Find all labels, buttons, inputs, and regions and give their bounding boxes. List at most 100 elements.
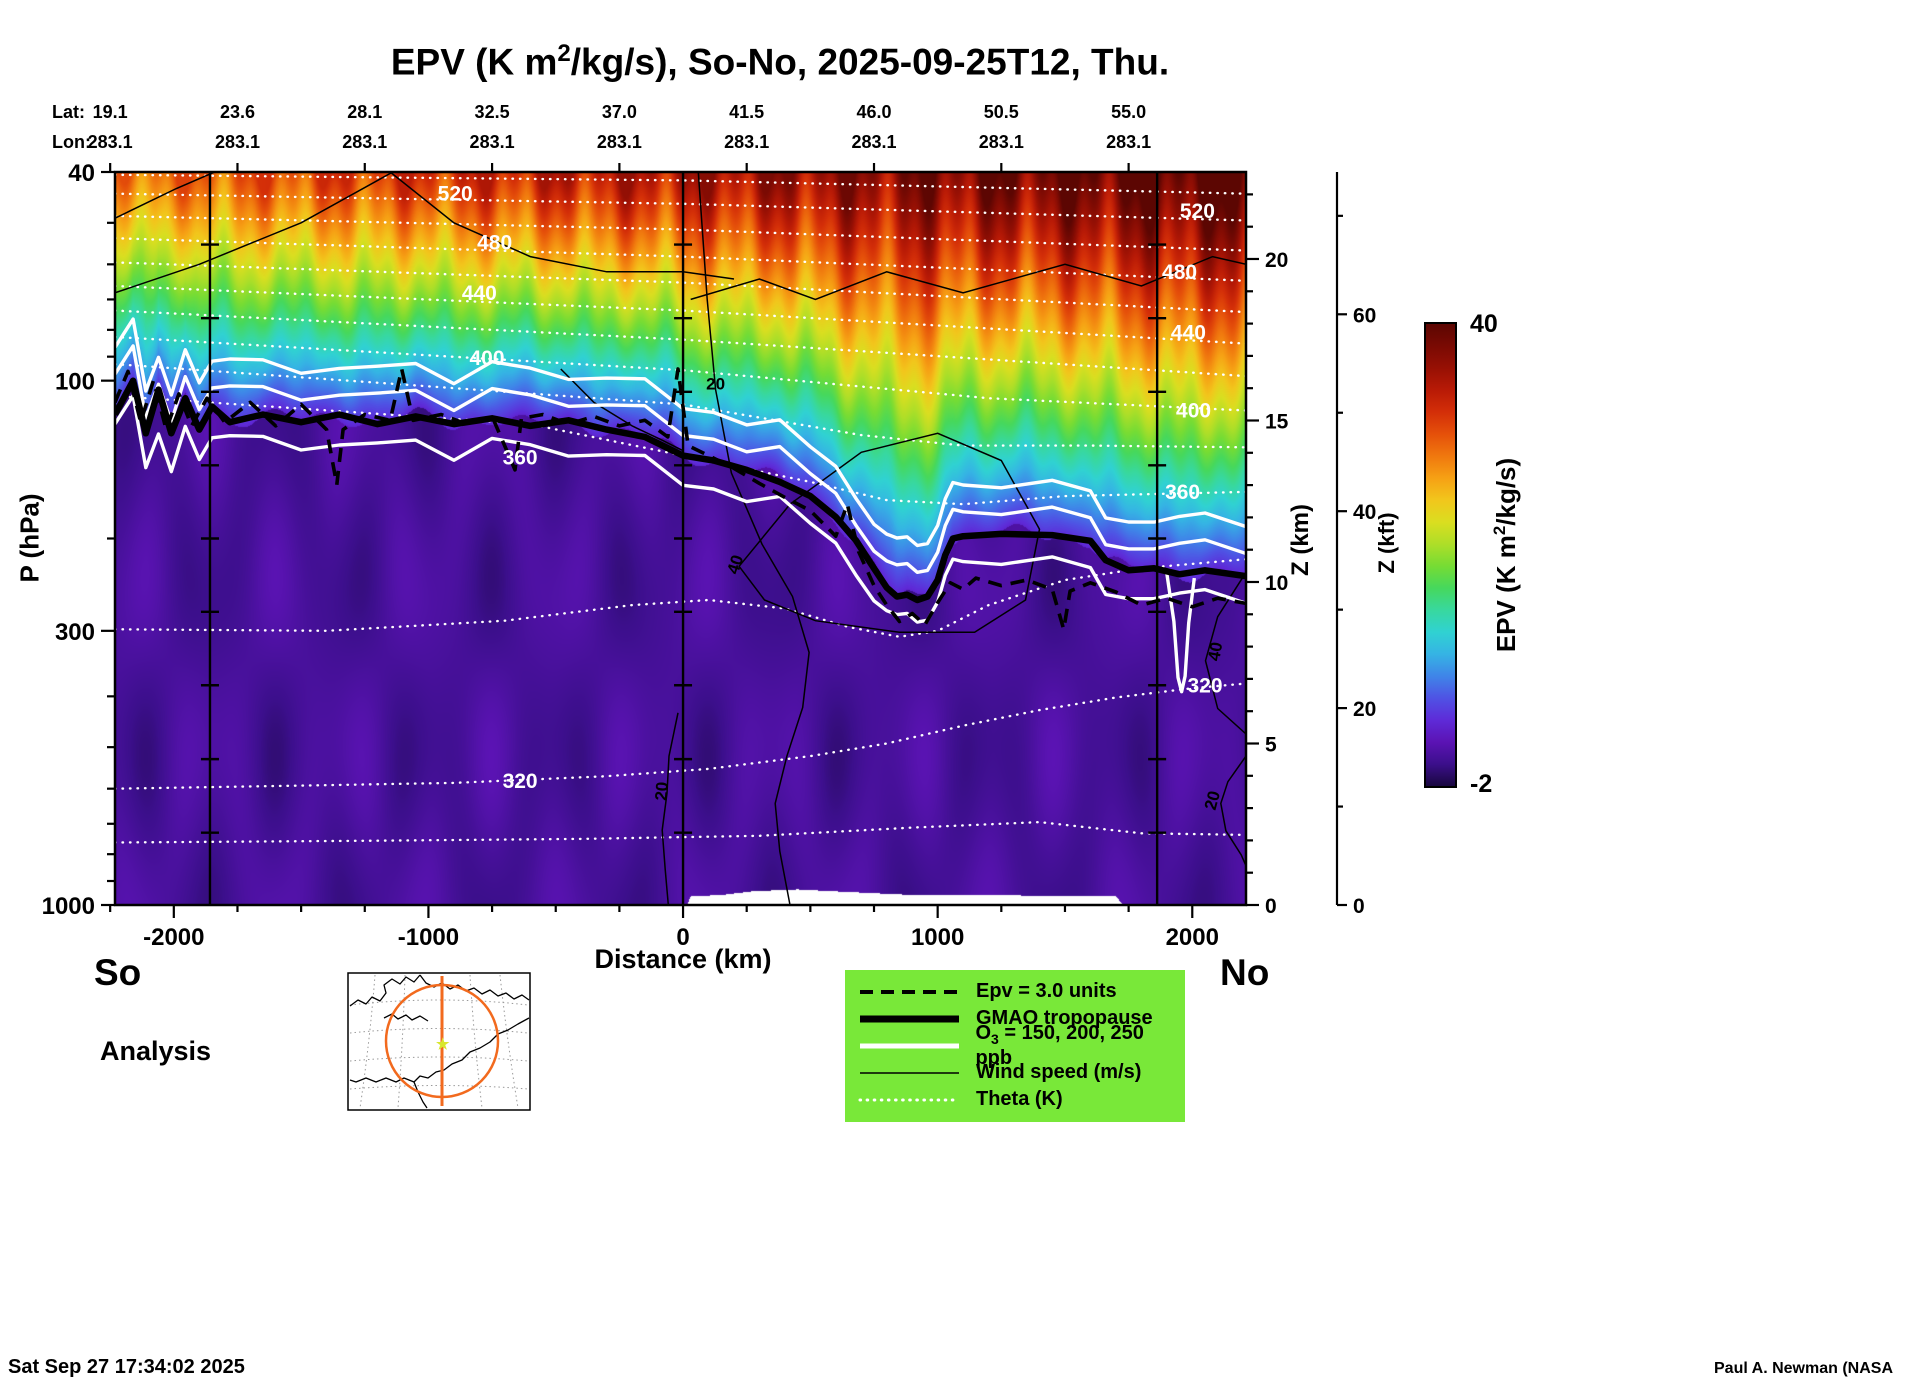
theta-contour-480 (115, 237, 1246, 282)
zkm-tick-label: 0 (1265, 895, 1277, 918)
ozone-contour (115, 394, 1246, 624)
chart-title-pre: EPV (K m (390, 41, 558, 83)
theta-label: 400 (469, 347, 504, 370)
timestamp: Sat Sep 27 17:34:02 2025 (8, 1356, 245, 1378)
theta-contour-400 (115, 335, 1246, 412)
wind-speed-contour (661, 712, 679, 905)
lon-value: 283.1 (1106, 132, 1152, 152)
distance-tick-label: 0 (676, 924, 689, 951)
theta-label: 480 (477, 231, 512, 254)
legend-item-label: Wind speed (m/s) (976, 1061, 1142, 1083)
zkm-tick-label: 5 (1265, 733, 1277, 756)
theta-contour-540 (115, 173, 1246, 195)
zkm-tick-label: 15 (1265, 410, 1289, 433)
epv-colorbar (1424, 322, 1457, 788)
theta-contour-340 (115, 558, 1246, 639)
lon-value: 283.1 (87, 132, 133, 152)
chart-title: EPV (K m2/kg/s), So-No, 2025-09-25T12, T… (130, 40, 1430, 83)
lat-value: 19.1 (92, 102, 128, 122)
pressure-tick-label: 40 (68, 160, 95, 187)
distance-tick-label: -1000 (398, 924, 459, 951)
zkm-tick-label: 20 (1265, 249, 1288, 272)
theta-label: 520 (1180, 200, 1215, 223)
lat-axis-values: 19.1 23.6 28.1 32.5 37.0 41.5 46.0 50.5 55.0 (0, 102, 1926, 124)
colorbar-axis-title: EPV (K m2/kg/s) (1490, 458, 1522, 652)
legend-line-sample (860, 1043, 959, 1048)
plot-contours: 520 520 480 480 440 440 400 400 360 360 320 320 20 40… (115, 172, 1246, 905)
theta-contour-520 (115, 192, 1246, 222)
theta-label: 360 (1165, 481, 1200, 504)
wind-speed-contour (115, 172, 215, 219)
distance-tick-label: -2000 (143, 924, 204, 951)
map-graticule (499, 974, 519, 1109)
map-coastline (349, 1077, 415, 1083)
z-km-axis-title: Z (km) (1287, 504, 1314, 576)
wind-speed-contour (697, 172, 810, 905)
theta-contour-300 (115, 820, 1246, 844)
legend-line-sample (860, 1071, 959, 1074)
wind-speed-contour (115, 172, 394, 294)
wind-speed-label: 20 (1201, 789, 1224, 812)
wind-speed-contour (560, 368, 684, 452)
colorbar-title-post: /kg/s) (1490, 457, 1521, 526)
theta-contour-360 (115, 394, 1246, 506)
theta-contour-420 (115, 309, 1246, 378)
south-endpoint-label: So (94, 952, 142, 993)
legend-item-label: GMAO tropopause (976, 1007, 1153, 1029)
z-kft-axis-title: Z (kft) (1374, 512, 1399, 574)
theta-label: 480 (1162, 261, 1197, 284)
lat-value: 23.6 (219, 102, 255, 122)
wind-speed-label: 40 (1204, 641, 1226, 663)
colorbar-title-sup: 2 (1490, 525, 1510, 536)
map-graticule (397, 974, 406, 1109)
pressure-tick-label: 1000 (42, 893, 95, 920)
chart-title-sup: 2 (557, 40, 571, 67)
lat-value: 46.0 (856, 102, 892, 122)
theta-label: 440 (1171, 322, 1206, 345)
legend-item-label: O3 = 150, 200, 250 ppb (975, 1021, 1144, 1069)
wind-speed-contour (1204, 571, 1246, 735)
ozone-contour (1165, 573, 1196, 694)
ozone-contour (115, 344, 1246, 574)
map-section-circle (384, 983, 500, 1099)
theta-label: 320 (1187, 674, 1222, 697)
analysis-label: Analysis (100, 1036, 212, 1066)
gmao-tropopause-line (115, 377, 1246, 604)
lat-axis-prefix: Lat: (52, 102, 85, 122)
lon-value: 283.1 (596, 132, 642, 152)
theta-contour-460 (115, 261, 1246, 314)
legend-item: O3 = 150, 200, 250 ppb (845, 1022, 1185, 1069)
theta-label: 440 (462, 282, 497, 305)
wind-speed-label: 20 (706, 375, 725, 394)
legend-item: Epv = 3.0 units (845, 978, 1185, 1005)
theta-label: 360 (503, 446, 538, 469)
legend-item: GMAO tropopause (845, 1005, 1185, 1032)
zkft-tick-label: 40 (1353, 501, 1376, 524)
lon-value: 283.1 (214, 132, 260, 152)
lon-value: 283.1 (851, 132, 897, 152)
distance-tick-label: 1000 (911, 924, 964, 951)
pressure-tick-label: 300 (55, 619, 95, 646)
map-graticule (359, 974, 376, 1109)
theta-label: 320 (503, 770, 538, 793)
lat-value: 28.1 (347, 102, 383, 122)
legend-item-label: Theta (K) (976, 1088, 1063, 1110)
pressure-tick-label: 100 (55, 369, 95, 396)
theta-label: 520 (438, 183, 473, 206)
lat-value: 50.5 (983, 102, 1019, 122)
lat-value: 32.5 (474, 102, 510, 122)
wind-speed-contour (1220, 755, 1246, 867)
theta-contour-320 (115, 682, 1246, 790)
credit: Paul A. Newman (NASA (1714, 1360, 1893, 1377)
lon-value: 283.1 (978, 132, 1024, 152)
legend: Epv = 3.0 units GMAO tropopause O3 = 150, … (845, 970, 1185, 1122)
lon-axis-values: 283.1 283.1 283.1 283.1 283.1 283.1 283.1 283.1… (0, 132, 1926, 154)
wind-speed-label: 40 (723, 553, 747, 577)
legend-item: Theta (K) (845, 1086, 1185, 1113)
north-endpoint-label: No (1220, 952, 1270, 993)
wind-speed-contour (738, 432, 1041, 634)
lat-value: 41.5 (729, 102, 765, 122)
lon-axis-prefix: Lon: (52, 132, 91, 152)
